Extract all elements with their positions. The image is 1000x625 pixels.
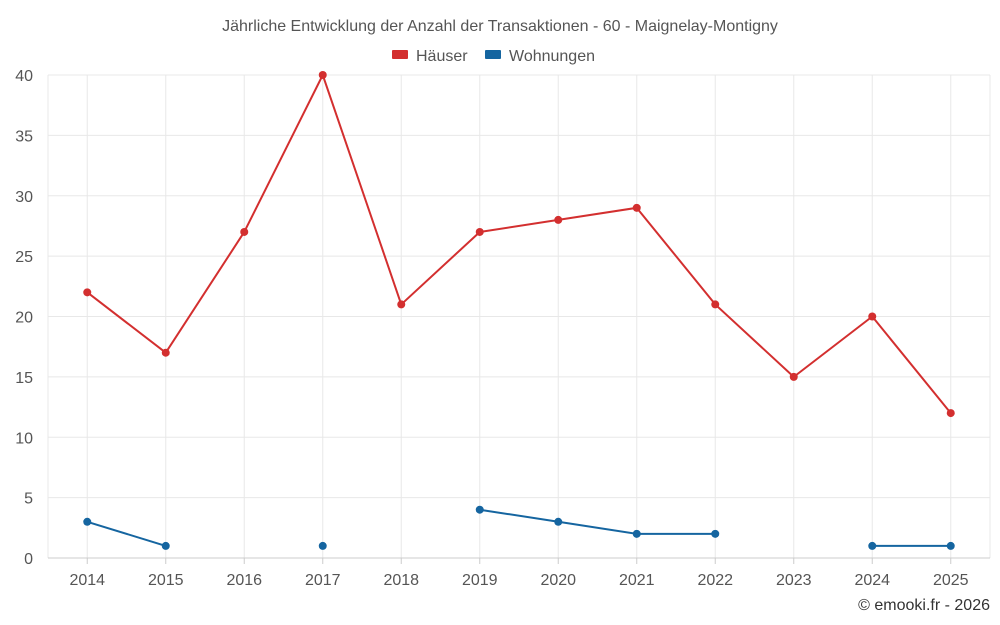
series-line-wohnungen — [86, 520, 167, 547]
x-tick-label: 2016 — [226, 572, 262, 589]
x-tick-label: 2023 — [776, 572, 812, 589]
series — [83, 71, 955, 550]
legend-item-haeuser[interactable]: Häuser — [392, 48, 468, 65]
data-point-wohnungen[interactable] — [475, 505, 484, 514]
data-point-haeuser[interactable] — [554, 215, 563, 224]
series-haeuser — [83, 71, 955, 418]
x-tick-label: 2018 — [383, 572, 419, 589]
data-point-haeuser[interactable] — [868, 312, 877, 321]
data-point-wohnungen[interactable] — [161, 541, 170, 550]
data-point-wohnungen[interactable] — [318, 541, 327, 550]
x-tick-label: 2024 — [854, 572, 890, 589]
data-point-haeuser[interactable] — [789, 372, 798, 381]
legend: Häuser Wohnungen — [392, 48, 595, 65]
data-point-wohnungen[interactable] — [946, 541, 955, 550]
data-point-haeuser[interactable] — [946, 409, 955, 418]
x-tick-label: 2015 — [148, 572, 184, 589]
x-tick-label: 2020 — [540, 572, 576, 589]
y-tick-label: 25 — [15, 249, 33, 266]
x-tick-label: 2014 — [69, 572, 105, 589]
y-tick-label: 10 — [15, 430, 33, 447]
y-tick-label: 5 — [24, 491, 33, 508]
credit-text: © emooki.fr - 2026 — [858, 597, 990, 614]
x-tick-label: 2017 — [305, 572, 341, 589]
data-point-wohnungen[interactable] — [868, 541, 877, 550]
x-tick-label: 2022 — [697, 572, 733, 589]
data-point-wohnungen[interactable] — [632, 529, 641, 538]
y-tick-label: 30 — [15, 189, 33, 206]
data-point-haeuser[interactable] — [632, 203, 641, 212]
data-point-haeuser[interactable] — [475, 227, 484, 236]
x-tick-label: 2019 — [462, 572, 498, 589]
series-wohnungen — [83, 505, 955, 550]
data-point-haeuser[interactable] — [397, 300, 406, 309]
x-tick-label: 2021 — [619, 572, 655, 589]
series-line-wohnungen — [479, 508, 716, 535]
data-point-haeuser[interactable] — [318, 71, 327, 79]
y-tick-label: 0 — [24, 551, 33, 568]
data-point-haeuser[interactable] — [83, 288, 92, 297]
legend-item-wohnungen[interactable]: Wohnungen — [485, 48, 595, 65]
data-point-haeuser[interactable] — [240, 227, 249, 236]
legend-label-wohnungen: Wohnungen — [509, 48, 595, 65]
y-tick-label: 35 — [15, 128, 33, 145]
data-point-haeuser[interactable] — [711, 300, 720, 309]
data-point-haeuser[interactable] — [161, 348, 170, 357]
chart-title: Jährliche Entwicklung der Anzahl der Tra… — [222, 18, 778, 35]
series-line-haeuser — [86, 74, 952, 414]
legend-swatch-haeuser — [392, 50, 408, 59]
x-tick-label: 2025 — [933, 572, 969, 589]
grid — [47, 74, 991, 558]
data-point-wohnungen[interactable] — [83, 517, 92, 526]
data-point-wohnungen[interactable] — [711, 529, 720, 538]
data-point-wohnungen[interactable] — [554, 517, 563, 526]
legend-swatch-wohnungen — [485, 50, 501, 59]
y-tick-label: 40 — [15, 68, 33, 85]
y-tick-label: 15 — [15, 370, 33, 387]
y-tick-label: 20 — [15, 310, 33, 327]
legend-label-haeuser: Häuser — [416, 48, 468, 65]
